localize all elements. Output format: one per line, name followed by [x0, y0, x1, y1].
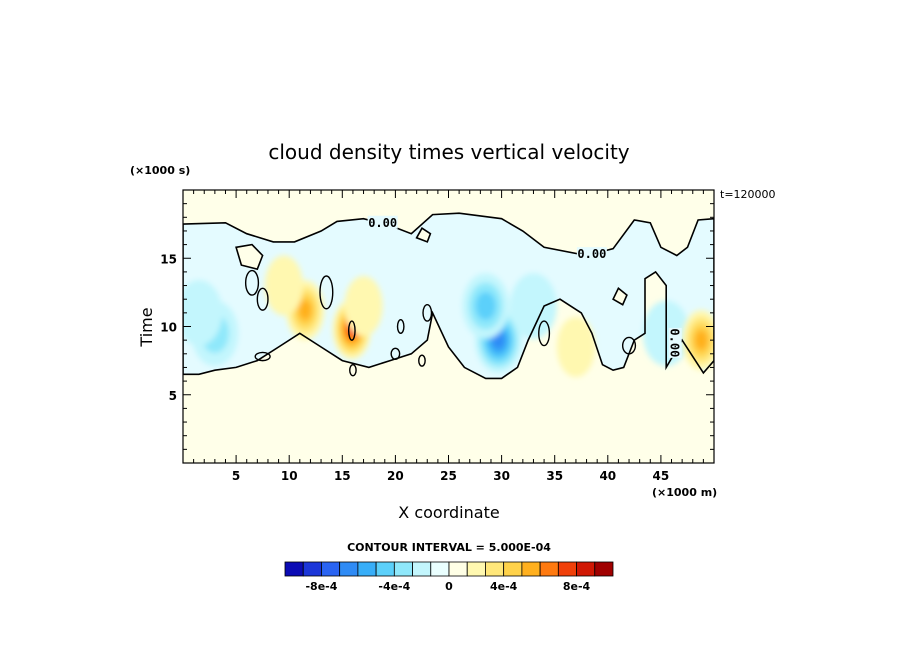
- colorbar-tick-label: 8e-4: [563, 580, 591, 593]
- y-tick-label: 15: [160, 252, 177, 266]
- zero-contour-loop: [612, 287, 628, 306]
- x-tick-label: 10: [281, 469, 298, 483]
- plot-area: 0.00 0.00 0.00: [183, 190, 714, 463]
- y-tick-label: 10: [160, 321, 177, 335]
- zero-contour-loop: [396, 318, 405, 335]
- zero-contour-loop: [254, 351, 271, 362]
- zero-contour-loop: [621, 336, 637, 355]
- zero-contour-loop: [415, 227, 432, 243]
- colorbar-tick-label: -4e-4: [378, 580, 410, 593]
- colorbar-swatch: [485, 561, 505, 577]
- zero-contour-loop: [256, 287, 269, 311]
- contour-label: 0.00: [576, 247, 607, 261]
- x-tick-label: 30: [493, 469, 510, 483]
- colorbar-swatch: [503, 561, 523, 577]
- colorbar-swatch: [557, 561, 577, 577]
- contour-label: 0.00: [668, 327, 682, 358]
- x-tick-label: 25: [440, 469, 457, 483]
- colorbar-swatch: [466, 561, 486, 577]
- zero-contour-loop: [422, 303, 433, 322]
- y-axis-label: Time: [137, 307, 156, 347]
- x-unit-label: (×1000 m): [652, 486, 717, 499]
- colorbar-swatch: [357, 561, 377, 577]
- contour-interval-note: CONTOUR INTERVAL = 5.000E-04: [347, 541, 551, 554]
- colorbar-swatch: [302, 561, 322, 577]
- updraft-shading: [556, 316, 596, 378]
- downdraft-shading: [183, 280, 223, 346]
- colorbar-swatch: [321, 561, 341, 577]
- colorbar-swatch: [521, 561, 541, 577]
- updraft-shading: [264, 255, 304, 316]
- zero-contour-loop: [347, 320, 356, 341]
- zero-contour-loop: [244, 269, 260, 296]
- colorbar-labels: -8e-4 -4e-4 0 4e-4 8e-4: [305, 580, 590, 593]
- downdraft-shading: [475, 291, 496, 321]
- colorbar: [284, 561, 614, 577]
- colorbar-swatch: [412, 561, 432, 577]
- colorbar-swatch: [284, 561, 304, 577]
- zero-contour-loop: [390, 347, 401, 360]
- svg-text:0.00: 0.00: [668, 328, 682, 357]
- zero-contour-loop: [235, 243, 264, 271]
- chart-title: cloud density times vertical velocity: [268, 140, 629, 164]
- colorbar-swatch: [375, 561, 395, 577]
- colorbar-swatch: [576, 561, 596, 577]
- updraft-shading: [298, 300, 312, 321]
- x-tick-label: 20: [387, 469, 404, 483]
- zero-contours: 0.00 0.00 0.00: [183, 212, 714, 380]
- colorbar-tick-label: -8e-4: [305, 580, 337, 593]
- colorbar-swatch: [430, 561, 450, 577]
- zero-contour-loop: [319, 275, 334, 310]
- downdraft-shading: [510, 273, 557, 339]
- contour-label: 0.00: [367, 215, 398, 230]
- x-tick-label: 5: [232, 469, 240, 483]
- svg-text:0.00: 0.00: [577, 247, 606, 261]
- colorbar-tick-label: 4e-4: [490, 580, 518, 593]
- x-axis-label: X coordinate: [398, 503, 499, 522]
- x-tick-label: 15: [334, 469, 351, 483]
- x-tick-label: 40: [599, 469, 616, 483]
- svg-text:0.00: 0.00: [368, 216, 397, 230]
- clear-air-hole: [236, 244, 263, 270]
- colorbar-swatch: [594, 561, 614, 577]
- colorbar-swatch: [539, 561, 559, 577]
- zero-contour-loop: [538, 320, 551, 347]
- time-stamp: t=120000: [720, 188, 776, 201]
- x-axis-ticks: 5 10 15 20 25 30 35 40 45: [193, 190, 704, 483]
- updraft-shading: [694, 330, 708, 351]
- colorbar-swatch: [393, 561, 413, 577]
- updraft-shading: [344, 275, 383, 337]
- x-tick-label: 45: [653, 469, 670, 483]
- x-tick-label: 35: [546, 469, 563, 483]
- colorbar-swatch: [448, 561, 468, 577]
- zero-contour-line: [183, 212, 714, 380]
- colorbar-tick-label: 0: [445, 580, 453, 593]
- y-axis-ticks: 5 10 15: [160, 203, 714, 450]
- y-unit-label: (×1000 s): [130, 164, 190, 177]
- zero-contour-loop: [349, 364, 357, 377]
- colorbar-swatch: [339, 561, 359, 577]
- zero-contour-loop: [418, 354, 426, 367]
- y-tick-label: 5: [169, 389, 177, 403]
